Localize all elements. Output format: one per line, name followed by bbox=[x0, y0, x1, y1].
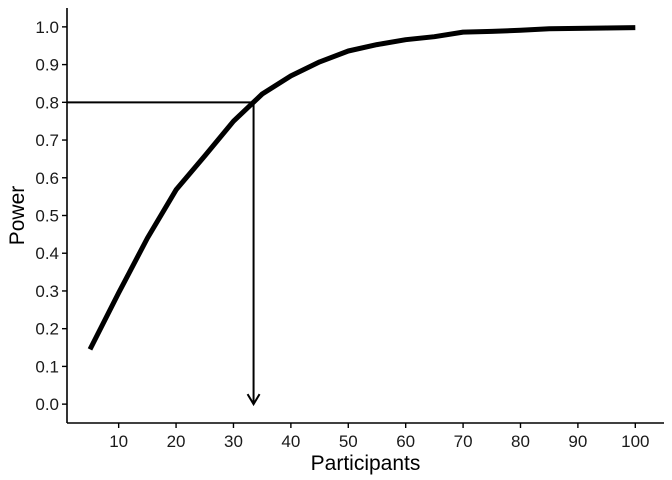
x-tick-label: 10 bbox=[109, 432, 128, 451]
series-group bbox=[87, 25, 636, 351]
y-tick-label: 0.5 bbox=[35, 207, 59, 226]
x-tick-label: 20 bbox=[167, 432, 186, 451]
x-tick-label: 100 bbox=[621, 432, 649, 451]
axes bbox=[66, 8, 664, 424]
y-tick-label: 0.2 bbox=[35, 320, 59, 339]
arrow-head-icon bbox=[246, 393, 261, 407]
y-axis-title: Power bbox=[6, 186, 29, 246]
y-tick-label: 0.7 bbox=[35, 131, 59, 150]
y-tick-label: 0.4 bbox=[35, 244, 59, 263]
x-tick-label: 70 bbox=[454, 432, 473, 451]
x-tick-label: 40 bbox=[281, 432, 300, 451]
x-axis-ticks: 10 20 30 40 50 60 70 80 90 100 bbox=[109, 423, 649, 451]
power-curve-line bbox=[87, 25, 636, 351]
y-tick-label: 0.3 bbox=[35, 282, 59, 301]
y-tick-label: 0.6 bbox=[35, 169, 59, 188]
x-tick-label: 60 bbox=[396, 432, 415, 451]
y-tick-label: 1.0 bbox=[35, 18, 59, 37]
y-tick-label: 0.9 bbox=[35, 56, 59, 75]
x-tick-label: 90 bbox=[568, 432, 587, 451]
y-tick-label: 0.0 bbox=[35, 395, 59, 414]
y-tick-label: 0.1 bbox=[35, 357, 59, 376]
x-tick-label: 50 bbox=[339, 432, 358, 451]
x-tick-label: 30 bbox=[224, 432, 243, 451]
threshold-annotation bbox=[67, 101, 261, 407]
y-axis-ticks: 0.0 0.1 0.2 0.3 0.4 0.5 0.6 0.7 0.8 0.9 1.0 bbox=[35, 18, 67, 414]
x-tick-label: 80 bbox=[511, 432, 530, 451]
x-axis-title: Participants bbox=[311, 452, 421, 475]
y-tick-label: 0.8 bbox=[35, 93, 59, 112]
